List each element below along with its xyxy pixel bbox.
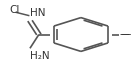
Text: Cl: Cl: [9, 5, 19, 15]
Text: —: —: [120, 30, 130, 39]
Text: H₂N: H₂N: [30, 51, 50, 61]
Text: HN: HN: [30, 8, 45, 18]
Text: —: —: [120, 30, 131, 39]
